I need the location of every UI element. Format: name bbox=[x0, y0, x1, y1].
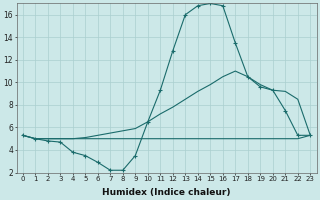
X-axis label: Humidex (Indice chaleur): Humidex (Indice chaleur) bbox=[102, 188, 231, 197]
